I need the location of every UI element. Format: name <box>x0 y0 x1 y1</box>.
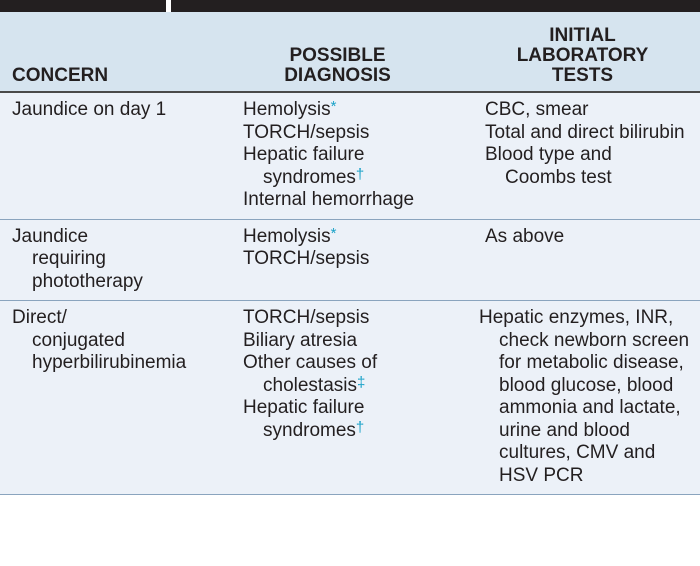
diagnosis-item: Biliary atresia <box>243 329 358 351</box>
top-rule-right <box>171 0 700 12</box>
concern-text: Direct/ conjugated hyperbilirubinemia <box>12 307 187 373</box>
footnote-mark: † <box>355 418 365 436</box>
header-tests-line: INITIAL <box>549 25 616 46</box>
test-item: Blood type and Coombs test <box>485 144 612 188</box>
test-item: As above <box>485 225 565 247</box>
header-tests-line: TESTS <box>551 65 614 86</box>
footnote-mark: † <box>355 165 365 183</box>
table-row: Direct/ conjugated hyperbilirubinemia TO… <box>0 300 700 495</box>
header-tests: INITIAL LABORATORY TESTS <box>465 12 700 93</box>
tests-cell: CBC, smear Total and direct bilirubin Bl… <box>465 92 700 220</box>
concern-text: Jaundice on day 1 <box>12 99 167 120</box>
footnote-mark: * <box>330 98 337 115</box>
top-rule-left <box>0 0 166 12</box>
diagnosis-item: TORCH/sepsis <box>243 121 370 143</box>
concern-cell: Direct/ conjugated hyperbilirubinemia <box>0 300 210 495</box>
top-rule <box>0 0 700 12</box>
diagnosis-item: Internal hemorrhage <box>243 189 415 210</box>
concern-cell: Jaundice on day 1 <box>0 92 210 220</box>
header-diagnosis-line: POSSIBLE <box>289 45 386 66</box>
test-item: CBC, smear <box>485 99 589 120</box>
diagnosis-item: Hemolysis* <box>243 98 337 120</box>
diagnosis-table: CONCERN POSSIBLE DIAGNOSIS INITIAL LABOR… <box>0 12 700 495</box>
test-item: Hepatic enzymes, INR, check newborn scre… <box>479 307 690 486</box>
concern-cell: Jaundice requiring phototherapy <box>0 219 210 301</box>
diagnosis-cell: TORCH/sepsis Biliary atresia Other cause… <box>210 300 465 495</box>
table-row: Jaundice on day 1 Hemolysis* TORCH/sepsi… <box>0 92 700 220</box>
concern-text: Jaundice requiring phototherapy <box>12 225 143 292</box>
tests-cell: Hepatic enzymes, INR, check newborn scre… <box>465 300 700 495</box>
header-diagnosis-line: DIAGNOSIS <box>284 65 391 86</box>
test-item: Total and direct bilirubin <box>485 121 685 143</box>
diagnosis-cell: Hemolysis* TORCH/sepsis Hepatic failure … <box>210 92 465 220</box>
diagnosis-item: Hemolysis* <box>243 224 337 247</box>
header-concern-text: CONCERN <box>12 65 109 86</box>
header-tests-line: LABORATORY <box>516 45 649 66</box>
tests-cell: As above <box>465 219 700 301</box>
diagnosis-item: TORCH/sepsis <box>243 248 370 269</box>
diagnosis-item: Other causes of cholestasis‡ <box>243 352 378 396</box>
header-row: CONCERN POSSIBLE DIAGNOSIS INITIAL LABOR… <box>0 12 700 93</box>
header-concern: CONCERN <box>0 12 210 93</box>
footnote-mark: ‡ <box>357 373 366 391</box>
footnote-mark: * <box>330 224 337 242</box>
diagnosis-item: TORCH/sepsis <box>243 307 370 328</box>
header-diagnosis: POSSIBLE DIAGNOSIS <box>210 12 465 93</box>
diagnosis-item: Hepatic failure syndromes† <box>243 397 365 441</box>
diagnosis-item: Hepatic failure syndromes† <box>243 144 365 188</box>
table-row: Jaundice requiring phototherapy Hemolysi… <box>0 219 700 301</box>
diagnosis-cell: Hemolysis* TORCH/sepsis <box>210 219 465 301</box>
